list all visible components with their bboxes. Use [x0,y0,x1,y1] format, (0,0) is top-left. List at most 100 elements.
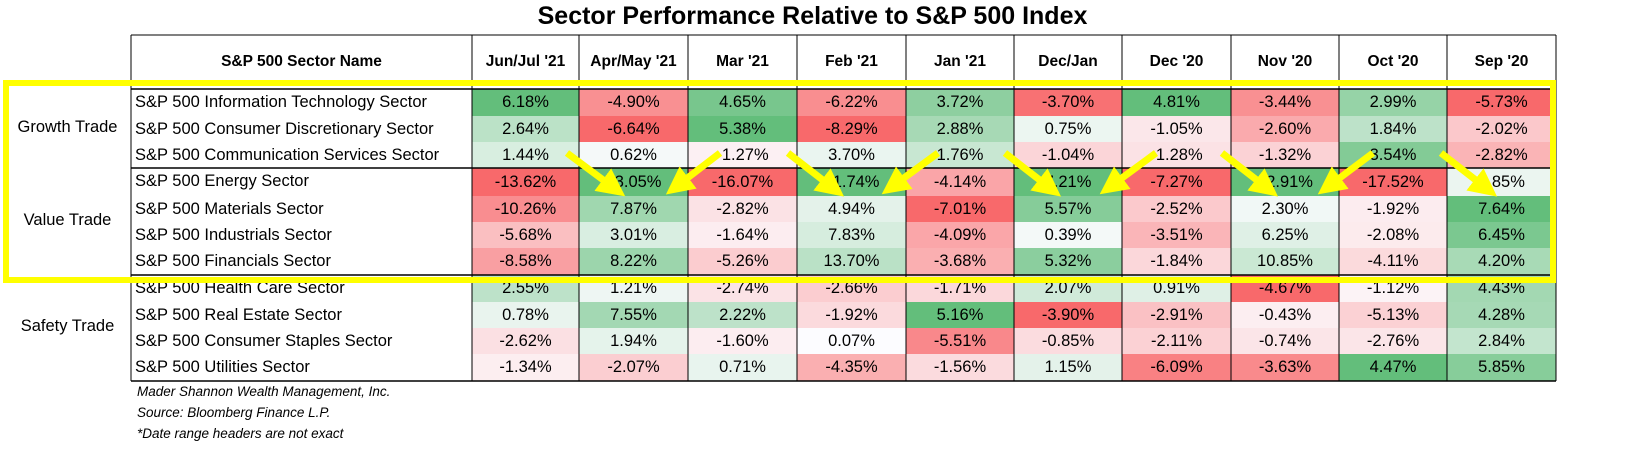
value-cell: 5.38% [688,116,797,142]
sector-name: S&P 500 Real Estate Sector [135,306,342,324]
value-cell: -17.52% [1339,168,1447,196]
value-cell: -2.52% [1122,196,1231,222]
value-cell: 3.54% [1339,142,1447,168]
value-cell: -1.04% [1014,142,1122,168]
value-cell: 0.75% [1014,116,1122,142]
value-cell: -2.76% [1339,328,1447,354]
header-sector-name: S&P 500 Sector Name [221,53,382,70]
column-header: Jan '21 [934,53,986,70]
value-cell: 4.28% [1447,302,1556,328]
highlight-box [3,80,1556,283]
value-cell: -7.27% [1122,168,1231,196]
sector-name: S&P 500 Energy Sector [135,172,309,190]
value-cell: -5.51% [906,328,1014,354]
column-header: Apr/May '21 [590,53,677,70]
value-cell: 2.30% [1231,196,1339,222]
sector-name: S&P 500 Financials Sector [135,252,331,270]
value-cell: -0.74% [1231,328,1339,354]
value-cell: -5.73% [1447,89,1556,116]
value-cell: 2.88% [906,116,1014,142]
column-header: Jun/Jul '21 [485,53,566,70]
value-cell: 4.47% [1339,354,1447,381]
value-cell: 5.16% [906,302,1014,328]
value-cell: -3.90% [1014,302,1122,328]
sector-name: S&P 500 Utilities Sector [135,358,310,376]
value-cell: -1.56% [906,354,1014,381]
rotation-arrow-down-right [785,150,845,197]
group-label: Growth Trade [17,117,118,136]
value-cell: 4.20% [1447,248,1556,275]
value-cell: 5.85% [1447,354,1556,381]
sector-name: S&P 500 Communication Services Sector [135,146,440,164]
value-cell: -2.60% [1231,116,1339,142]
value-cell: -2.82% [1447,142,1556,168]
sector-name: S&P 500 Consumer Discretionary Sector [135,120,434,138]
value-cell: 1.94% [579,328,688,354]
value-cell: -3.44% [1231,89,1339,116]
rotation-arrow-down-left [1099,150,1159,195]
value-cell: -1.60% [688,328,797,354]
value-cell: 7.87% [579,196,688,222]
value-cell: 13.70% [797,248,906,275]
value-cell: -4.35% [797,354,906,381]
value-cell: -8.29% [797,116,906,142]
rotation-arrow-down-right [1219,150,1279,197]
value-cell: -4.11% [1339,248,1447,275]
value-cell: 7.55% [579,302,688,328]
value-cell: 7.64% [1447,196,1556,222]
rotation-arrow-down-right [1002,150,1062,197]
value-cell: 1.44% [472,142,579,168]
value-cell: -2.91% [1122,302,1231,328]
value-cell: 1.84% [1339,116,1447,142]
value-cell: -4.14% [906,168,1014,196]
value-cell: 8.22% [579,248,688,275]
value-cell: -6.09% [1122,354,1231,381]
value-cell: -1.34% [472,354,579,381]
column-header: Mar '21 [716,53,769,70]
column-header: Oct '20 [1367,53,1419,70]
value-cell: -5.26% [688,248,797,275]
value-cell: -3.51% [1122,222,1231,248]
value-cell: -16.07% [688,168,797,196]
footnote: Mader Shannon Wealth Management, Inc. [137,384,391,399]
rotation-arrow-down-right [1438,150,1498,197]
sector-name: S&P 500 Industrials Sector [135,226,332,244]
value-cell: -8.58% [472,248,579,275]
value-cell: 3.01% [579,222,688,248]
value-cell: 4.65% [688,89,797,116]
value-cell: 1.15% [1014,354,1122,381]
value-cell: -2.82% [688,196,797,222]
value-cell: -6.64% [579,116,688,142]
rotation-arrow-down-left [881,150,941,195]
chart-title: Sector Performance Relative to S&P 500 I… [537,2,1088,30]
sector-name: S&P 500 Information Technology Sector [135,93,427,111]
value-cell: 0.78% [472,302,579,328]
value-cell: -0.85% [1014,328,1122,354]
value-cell: 2.84% [1447,328,1556,354]
value-cell: 2.22% [688,302,797,328]
value-cell: 6.45% [1447,222,1556,248]
column-header: Sep '20 [1474,53,1529,70]
value-cell: -1.32% [1231,142,1339,168]
value-cell: -3.63% [1231,354,1339,381]
value-cell: -10.26% [472,196,579,222]
rotation-arrow-down-left [665,150,723,195]
value-cell: -3.70% [1014,89,1122,116]
value-cell: 0.62% [579,142,688,168]
column-header: Nov '20 [1257,53,1313,70]
value-cell: 7.83% [797,222,906,248]
value-cell: 3.72% [906,89,1014,116]
value-cell: -1.05% [1122,116,1231,142]
footnote: *Date range headers are not exact [137,426,344,441]
rotation-arrow-down-right [564,150,626,197]
rotation-arrow-down-left [1317,150,1376,195]
column-header: Feb '21 [825,53,878,70]
value-cell: -2.02% [1447,116,1556,142]
value-cell: 5.32% [1014,248,1122,275]
value-cell: -13.62% [472,168,579,196]
value-cell: 10.85% [1231,248,1339,275]
value-cell: 5.57% [1014,196,1122,222]
column-header: Dec '20 [1149,53,1204,70]
value-cell: 6.25% [1231,222,1339,248]
